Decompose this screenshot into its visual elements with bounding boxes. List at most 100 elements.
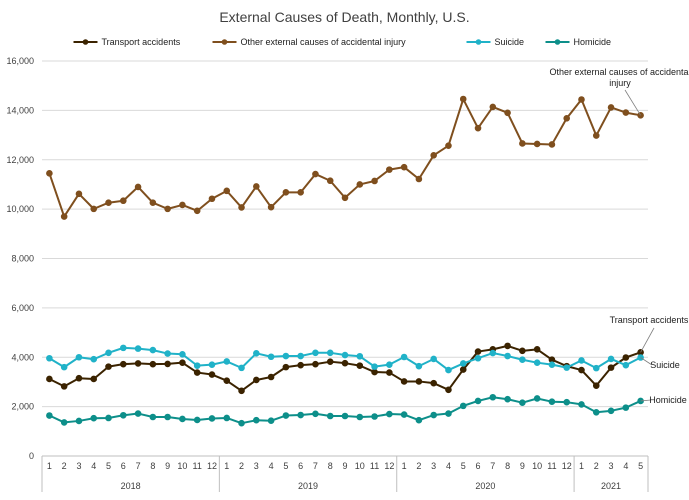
x-tick-label: 7: [313, 461, 318, 471]
data-point: [149, 199, 157, 207]
data-point: [400, 163, 408, 171]
data-point: [356, 413, 364, 421]
data-point: [46, 412, 53, 419]
series-layer: [46, 95, 644, 427]
x-tick-label: 9: [342, 461, 347, 471]
data-point: [622, 109, 630, 116]
leader-line: [640, 357, 653, 366]
data-point: [474, 124, 482, 132]
data-point: [90, 355, 98, 363]
data-point: [253, 183, 260, 190]
end-label-line: Transport accidents: [610, 315, 689, 325]
data-point: [46, 375, 53, 383]
data-point: [459, 95, 467, 103]
data-point: [533, 395, 541, 402]
data-point: [238, 387, 245, 395]
data-point: [607, 355, 615, 363]
data-point: [134, 410, 142, 417]
x-tick-label: 10: [355, 461, 365, 471]
x-tick-label: 3: [254, 461, 259, 471]
data-point: [134, 360, 142, 367]
data-point: [312, 170, 319, 178]
data-point: [519, 140, 526, 147]
data-point: [282, 352, 290, 360]
x-tick-label: 8: [150, 461, 155, 471]
legend-marker: [475, 39, 482, 45]
data-point: [607, 104, 615, 111]
data-point: [592, 409, 600, 416]
data-point: [341, 359, 349, 367]
x-tick-label: 4: [269, 461, 274, 471]
series-2: [46, 344, 644, 374]
y-tick-label: 4,000: [11, 352, 34, 362]
data-point: [208, 371, 216, 378]
x-tick-label: 3: [431, 461, 436, 471]
data-point: [267, 373, 275, 381]
data-point: [326, 349, 334, 357]
x-tick-label: 1: [224, 461, 229, 471]
data-point: [90, 375, 98, 383]
data-point: [223, 377, 231, 385]
end-label: Homicide: [640, 395, 687, 405]
end-label-text: Other external causes of accidental injur…: [549, 67, 689, 88]
data-point: [164, 360, 171, 368]
data-point: [149, 346, 157, 354]
end-label-line: Other external causes of accidental: [549, 67, 689, 77]
x-tick-label: 11: [193, 461, 202, 471]
data-point: [504, 395, 511, 403]
data-point: [46, 354, 53, 362]
data-point: [489, 103, 497, 111]
data-point: [193, 416, 201, 424]
data-point: [548, 398, 556, 405]
data-point: [607, 364, 615, 371]
data-point: [193, 362, 201, 369]
data-point: [474, 354, 482, 362]
data-point: [592, 132, 600, 139]
legend-label: Homicide: [574, 37, 612, 47]
data-point: [445, 142, 452, 149]
data-point: [253, 416, 260, 424]
data-point: [371, 363, 378, 370]
data-point: [223, 358, 231, 365]
data-point: [297, 411, 304, 419]
legend-item: Suicide: [466, 37, 524, 47]
data-point: [430, 355, 437, 363]
end-label-line: injury: [609, 78, 631, 88]
x-tick-label: 10: [177, 461, 187, 471]
data-point: [519, 347, 526, 355]
data-point: [267, 203, 275, 211]
data-point: [60, 213, 68, 220]
legend: Transport accidents Other external causes…: [73, 37, 612, 47]
data-point: [400, 411, 408, 418]
x-tick-label: 6: [476, 461, 481, 471]
data-point: [548, 361, 556, 368]
x-tick-label: 2: [62, 461, 67, 471]
data-point: [312, 349, 319, 357]
x-tick-label: 5: [283, 461, 288, 471]
data-point: [386, 410, 393, 418]
x-tick-label: 10: [532, 461, 542, 471]
data-point: [179, 201, 186, 209]
data-point: [282, 363, 290, 371]
data-point: [386, 361, 393, 368]
legend-item: Homicide: [545, 37, 612, 47]
data-point: [578, 366, 585, 374]
year-label: 2019: [298, 481, 318, 491]
x-tick-label: 6: [121, 461, 126, 471]
legend-item: Transport accidents: [73, 37, 181, 47]
series-1: [46, 95, 644, 220]
leader-line: [640, 399, 652, 402]
x-tick-label: 11: [370, 461, 379, 471]
x-tick-label: 5: [461, 461, 466, 471]
year-label: 2020: [475, 481, 495, 491]
data-point: [238, 419, 245, 427]
data-point: [415, 175, 423, 183]
end-label-text: Homicide: [649, 395, 687, 405]
data-point: [326, 177, 334, 185]
data-point: [519, 356, 526, 364]
data-point: [60, 363, 68, 371]
data-point: [282, 412, 290, 419]
data-point: [459, 402, 467, 410]
data-point: [341, 351, 349, 359]
